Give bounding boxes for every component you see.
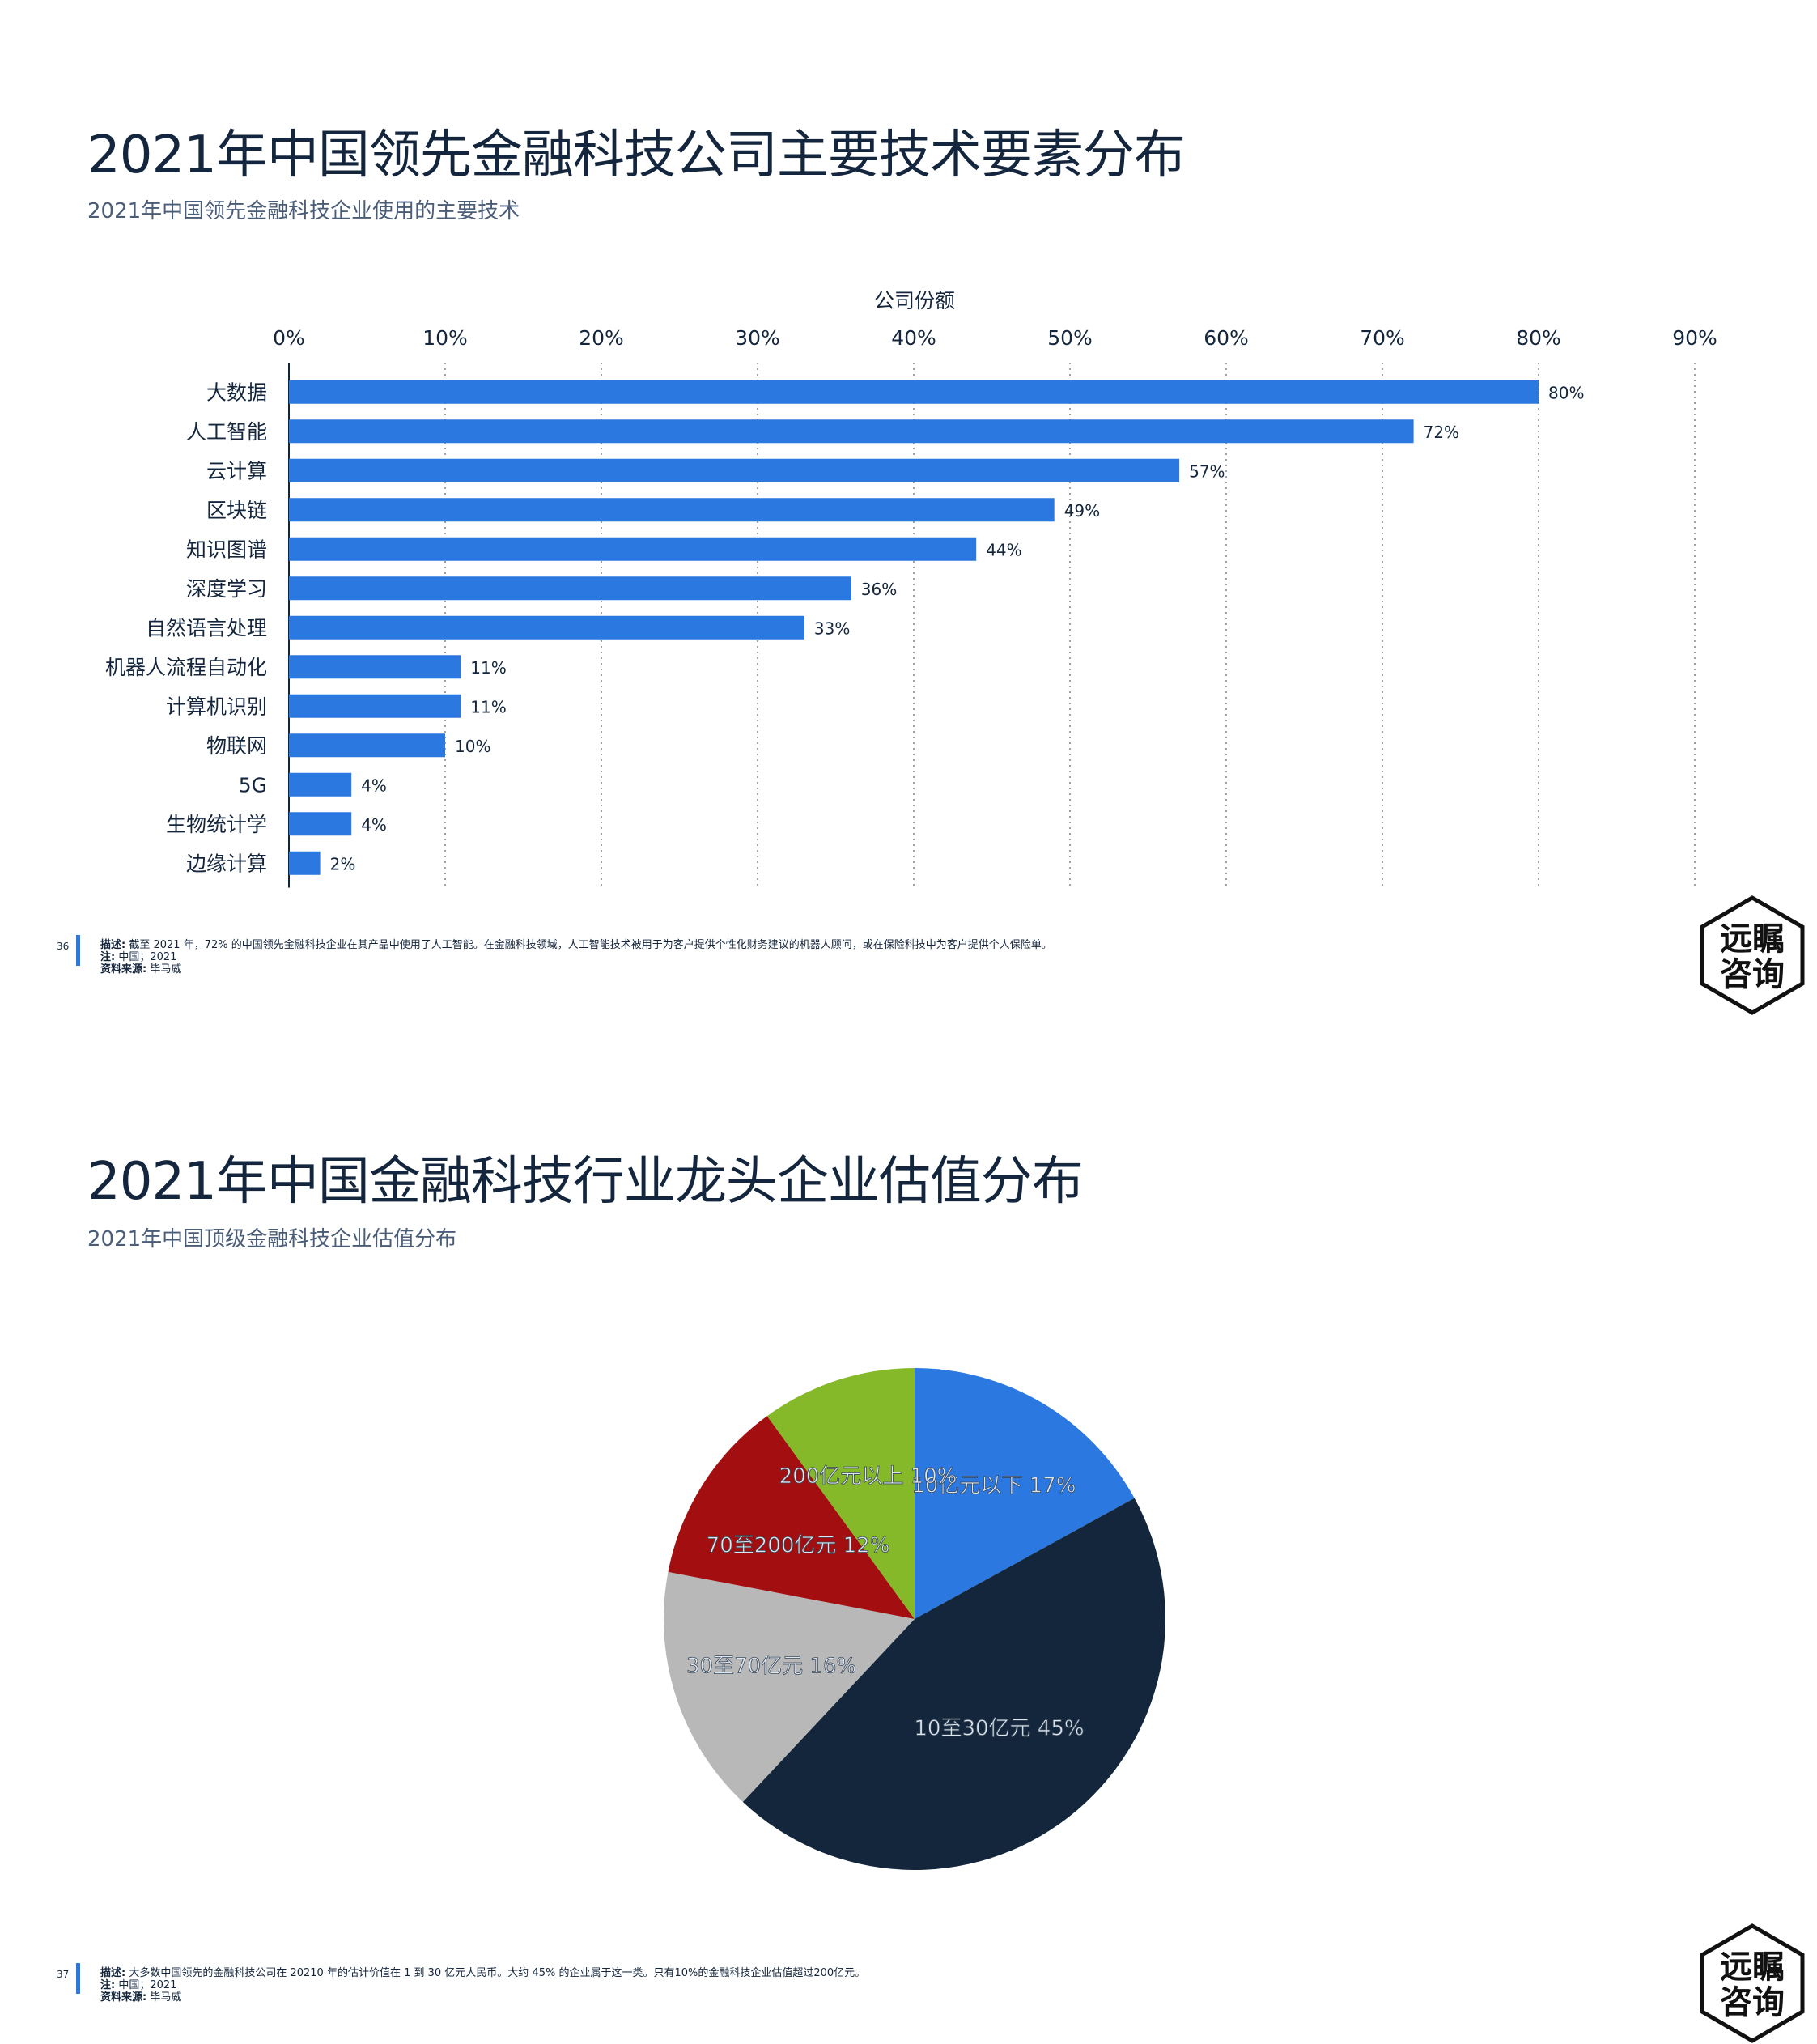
category-label: 生物统计学 xyxy=(166,813,267,836)
bar xyxy=(289,812,352,836)
desc-label: 描述: xyxy=(100,939,126,951)
category-label: 5G xyxy=(239,773,267,797)
logo-line1: 远瞩 xyxy=(1720,920,1785,958)
data-label: 57% xyxy=(1189,461,1225,481)
note-text: 中国；2021 xyxy=(118,951,177,963)
desc-label-2: 描述: xyxy=(100,1967,126,1979)
data-label: 72% xyxy=(1424,423,1459,442)
logo-2: 远瞩 咨询 xyxy=(1700,1923,1805,2043)
category-label: 云计算 xyxy=(206,459,267,482)
data-label: 11% xyxy=(470,697,506,716)
bar xyxy=(289,537,977,561)
data-label: 10% xyxy=(455,737,490,756)
x-tick-label: 10% xyxy=(422,326,468,350)
pie-slice xyxy=(668,1416,915,1619)
category-label: 边缘计算 xyxy=(186,852,267,875)
x-tick-label: 60% xyxy=(1204,326,1249,350)
category-label: 大数据 xyxy=(206,380,267,404)
pie-slice xyxy=(915,1368,1135,1619)
x-tick-label: 70% xyxy=(1360,326,1405,350)
logo-line2: 咨询 xyxy=(1720,1984,1785,2021)
bar xyxy=(289,615,804,640)
bar xyxy=(289,419,1414,444)
x-tick-label: 80% xyxy=(1516,326,1561,350)
logo: 远瞩 咨询 xyxy=(1700,895,1805,1015)
x-tick-label: 90% xyxy=(1672,326,1717,350)
x-tick-label: 30% xyxy=(735,326,780,350)
data-label: 4% xyxy=(361,776,387,795)
footnote: 描述: 截至 2021 年，72% 的中国领先金融科技企业在其产品中使用了人工智… xyxy=(100,939,1052,975)
bar xyxy=(289,694,461,718)
pie-slice xyxy=(742,1498,1165,1870)
page-title: 2021年中国领先金融科技公司主要技术要素分布 xyxy=(87,125,1186,185)
bar xyxy=(289,655,461,679)
note-label-2: 注: xyxy=(100,1979,116,1991)
category-label: 机器人流程自动化 xyxy=(105,656,267,679)
logo-line1: 远瞩 xyxy=(1720,1948,1785,1986)
category-label: 区块链 xyxy=(206,499,267,522)
desc-text-2: 大多数中国领先的金融科技公司在 20210 年的估计价值在 1 到 30 亿元人… xyxy=(129,1967,866,1979)
slice-label: 10亿元以下 17% xyxy=(911,1474,1076,1498)
category-label: 自然语言处理 xyxy=(146,616,267,640)
category-label: 知识图谱 xyxy=(186,538,267,561)
bar xyxy=(289,851,321,875)
x-tick-label: 50% xyxy=(1047,326,1093,350)
data-label: 2% xyxy=(330,854,356,873)
data-label: 33% xyxy=(814,618,850,638)
data-label: 80% xyxy=(1548,383,1584,402)
bar xyxy=(289,733,445,758)
source-label-2: 资料来源: xyxy=(100,1991,147,2004)
page-number-2: 37 xyxy=(57,1969,70,1980)
pie-slice xyxy=(664,1571,915,1802)
source-text: 毕马威 xyxy=(150,963,182,975)
source-text-2: 毕马威 xyxy=(150,1991,182,2004)
bar xyxy=(289,772,352,797)
desc-text: 截至 2021 年，72% 的中国领先金融科技企业在其产品中使用了人工智能。在金… xyxy=(129,939,1052,951)
page-marker-2 xyxy=(76,1963,80,1994)
page-title-2: 2021年中国金融科技行业龙头企业估值分布 xyxy=(87,1152,1084,1212)
x-tick-label: 40% xyxy=(891,326,936,350)
data-label: 44% xyxy=(986,540,1021,559)
category-label: 深度学习 xyxy=(186,577,267,601)
x-tick-label: 20% xyxy=(579,326,624,350)
page-subtitle: 2021年中国领先金融科技企业使用的主要技术 xyxy=(87,199,520,223)
logo-line2: 咨询 xyxy=(1720,956,1785,993)
bar xyxy=(289,380,1539,404)
data-label: 49% xyxy=(1064,501,1100,521)
page-marker xyxy=(76,935,80,966)
bar-chart: 公司份额 0% 10% 20% 30% 40% 50% 60% 70% 80% 90% 大数据人工… xyxy=(105,289,1717,888)
page-number: 36 xyxy=(57,941,70,952)
bar xyxy=(289,576,851,601)
slice-label: 10至30亿元 45% xyxy=(914,1717,1084,1741)
data-label: 11% xyxy=(470,658,506,678)
x-tick-label: 0% xyxy=(273,326,305,350)
pie-slice xyxy=(766,1368,915,1619)
data-label: 4% xyxy=(361,815,387,835)
page-subtitle-2: 2021年中国顶级金融科技企业估值分布 xyxy=(87,1227,457,1251)
category-label: 物联网 xyxy=(206,734,267,758)
note-text-2: 中国；2021 xyxy=(118,1979,177,1991)
pie-chart: 10亿元以下 17% 10至30亿元 45% 30至70亿元 16% 70至200亿元… xyxy=(664,1368,1165,1870)
category-label: 人工智能 xyxy=(186,420,267,444)
source-label: 资料来源: xyxy=(100,963,147,975)
category-label: 计算机识别 xyxy=(166,695,267,718)
data-label: 36% xyxy=(861,580,897,599)
footnote-2: 描述: 大多数中国领先的金融科技公司在 20210 年的估计价值在 1 到 30… xyxy=(100,1967,865,2004)
note-label: 注: xyxy=(100,951,116,963)
x-axis-label: 公司份额 xyxy=(874,289,955,312)
slice-label: 30至70亿元 16% xyxy=(686,1654,856,1678)
bar xyxy=(289,498,1055,522)
bar xyxy=(289,458,1180,482)
slice-label: 70至200亿元 12% xyxy=(707,1534,890,1558)
slice-label: 200亿元以上 10% xyxy=(779,1464,957,1489)
